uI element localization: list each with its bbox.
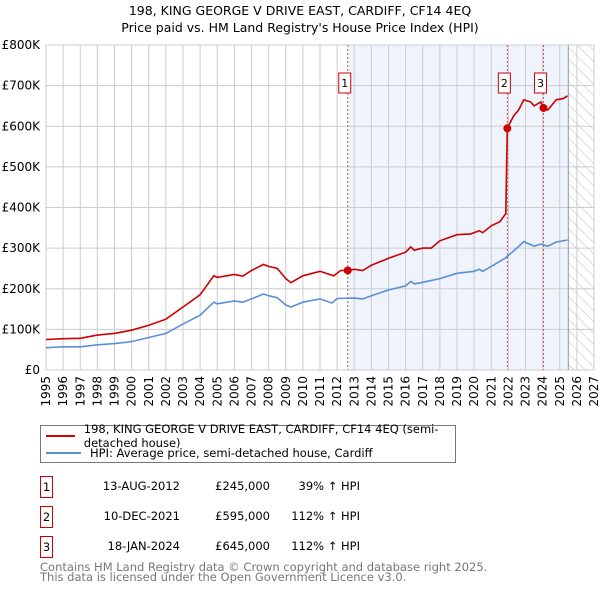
x-tick-label: 2005 <box>210 376 224 407</box>
x-tick-label: 2003 <box>176 376 190 407</box>
price-paid-line <box>45 95 568 341</box>
x-tick-label: 2025 <box>553 376 567 407</box>
y-tick-label: £200K <box>2 282 42 296</box>
x-tick-label: 2007 <box>245 376 259 407</box>
x-tick-label: 1997 <box>73 376 87 407</box>
x-tick-label: 2012 <box>330 376 344 407</box>
sale-date: 10-DEC-2021 <box>103 509 180 523</box>
sale-hpi: 112% ↑ HPI <box>291 539 360 553</box>
x-tick-label: 2026 <box>570 376 584 407</box>
sale-label: 2 <box>501 77 508 90</box>
legend-swatch-hpi <box>46 452 81 454</box>
sale-row: 2 10-DEC-2021 £595,000 112% ↑ HPI <box>40 506 440 528</box>
y-tick-label: £600K <box>2 119 42 133</box>
y-tick-label: £0 <box>25 363 40 377</box>
sale-date: 13-AUG-2012 <box>102 479 180 493</box>
sale-label-box <box>497 72 511 94</box>
y-tick-label: £100K <box>2 322 42 336</box>
sale-point <box>503 124 512 133</box>
y-tick-label: £700K <box>2 79 42 93</box>
hpi-line <box>45 239 568 349</box>
y-tick-label: £800K <box>2 38 42 52</box>
x-tick-label: 2020 <box>467 376 481 407</box>
x-tick-label: 1996 <box>56 376 70 407</box>
footer-licence: This data is licensed under the Open Gov… <box>40 570 407 584</box>
x-tick-label: 2022 <box>501 376 515 407</box>
sale-price: £245,000 <box>215 479 270 493</box>
x-tick-label: 1995 <box>39 376 53 407</box>
x-tick-label: 2009 <box>279 376 293 407</box>
x-tick-label: 2017 <box>416 376 430 407</box>
x-tick-label: 2004 <box>193 376 207 407</box>
sale-label: 1 <box>341 77 348 90</box>
sale-hpi: 39% ↑ HPI <box>298 479 360 493</box>
sale-point <box>539 103 548 112</box>
sale-label-box <box>533 72 547 94</box>
legend-label-hpi: HPI: Average price, semi-detached house,… <box>90 446 373 460</box>
x-tick-label: 2002 <box>159 376 173 407</box>
x-tick-label: 2006 <box>227 376 241 407</box>
sale-marker: 3 <box>40 536 53 558</box>
sale-row: 1 13-AUG-2012 £245,000 39% ↑ HPI <box>40 476 440 498</box>
x-tick-label: 2011 <box>313 376 327 407</box>
legend-swatch-property <box>46 435 75 437</box>
x-tick-label: 2000 <box>125 376 139 407</box>
sale-row: 3 18-JAN-2024 £645,000 112% ↑ HPI <box>40 536 440 558</box>
x-tick-label: 2018 <box>433 376 447 407</box>
x-tick-label: 2014 <box>364 376 378 407</box>
footer-copyright: Contains HM Land Registry data © Crown c… <box>40 560 488 574</box>
legend-label-property: 198, KING GEORGE V DRIVE EAST, CARDIFF, … <box>83 422 439 450</box>
chart-title: 198, KING GEORGE V DRIVE EAST, CARDIFF, … <box>128 3 472 18</box>
x-tick-label: 2023 <box>519 376 533 407</box>
chart-subtitle: Price paid vs. HM Land Registry's House … <box>121 20 479 35</box>
x-tick-label: 2010 <box>296 376 310 407</box>
x-tick-label: 2001 <box>142 376 156 407</box>
sale-point <box>343 266 352 275</box>
x-tick-label: 2008 <box>262 376 276 407</box>
sale-price: £645,000 <box>215 539 270 553</box>
sale-label: 3 <box>537 77 544 90</box>
x-tick-label: 2019 <box>450 376 464 407</box>
sale-hpi: 112% ↑ HPI <box>291 509 360 523</box>
x-tick-label: 1999 <box>108 376 122 407</box>
price-chart: 1995 1996 1997 1998 1999 2000 2001 2002 2003 2004… <box>2 38 600 407</box>
x-tick-label: 2013 <box>347 376 361 407</box>
x-tick-label: 2015 <box>382 376 396 407</box>
x-tick-label: 2021 <box>484 376 498 407</box>
x-tick-label: 2027 <box>587 376 600 407</box>
sale-marker: 1 <box>40 476 53 498</box>
x-tick-label: 2016 <box>399 376 413 407</box>
sale-label-box <box>338 72 352 94</box>
y-tick-label: £500K <box>2 160 42 174</box>
legend: 198, KING GEORGE V DRIVE EAST, CARDIFF, … <box>40 422 456 463</box>
x-tick-label: 1998 <box>90 376 104 407</box>
sale-date: 18-JAN-2024 <box>107 539 181 553</box>
y-tick-label: £300K <box>2 241 42 255</box>
x-tick-label: 2024 <box>536 376 550 407</box>
y-tick-label: £400K <box>2 201 42 215</box>
sale-price: £595,000 <box>215 509 270 523</box>
sale-marker: 2 <box>40 506 53 528</box>
